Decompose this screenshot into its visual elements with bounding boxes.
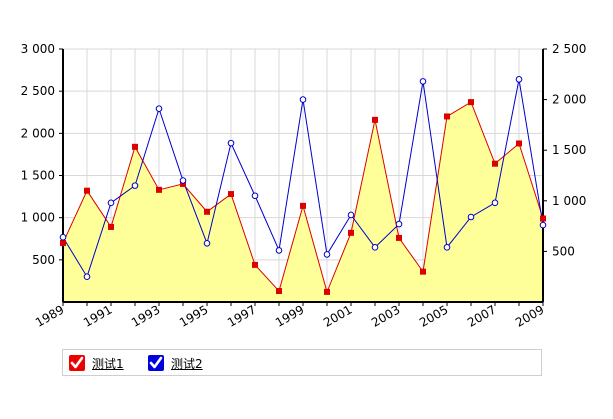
series-2-point [107,199,115,207]
series-2-point [251,192,259,200]
x-tick-label: 2001 [321,302,354,329]
legend-label-series-2[interactable]: 测试2 [171,356,203,371]
x-tick-label: 1999 [273,302,306,329]
x-tick-label: 2007 [465,302,498,329]
series-1-point [516,140,522,147]
axes [59,48,547,306]
x-tick-label: 1995 [177,302,210,329]
series-2-point [443,244,451,251]
series-1-point [324,288,330,295]
series-1-area-fill [63,102,543,302]
left-tick-label: 1 000 [21,211,55,225]
series-1-point [108,223,114,230]
right-tick-label: 500 [552,244,575,258]
x-tick-label: 1991 [81,302,114,329]
series-1-point [444,113,450,120]
series-1-point [252,261,258,268]
legend-label-series-1[interactable]: 测试1 [92,356,124,371]
legend-item-series-1[interactable]: 测试1 [69,354,124,372]
series-2-point [515,76,523,83]
series-2-markers[interactable] [59,76,547,281]
right-tick-label: 1 000 [552,194,586,208]
x-tick-label: 1989 [33,302,66,329]
right-tick-label: 2 000 [552,93,586,107]
series-1-markers[interactable] [60,99,546,295]
right-tick-label: 2 500 [552,42,586,56]
series-2-point [395,220,403,228]
checkbox-checked-icon[interactable] [148,355,164,371]
series-1-point [540,215,546,222]
series-2-point [539,221,547,229]
series-2-point [203,240,211,247]
x-tick-label: 2009 [513,302,546,329]
series-1-point [204,208,210,215]
series-1-point [372,116,378,123]
series-1-point [348,229,354,236]
series-2-point [131,182,139,189]
series-1-point [60,239,66,246]
series-2-point [59,233,67,241]
series-2-point [155,105,163,113]
series-1-point [84,187,90,194]
series-1-point [420,268,426,275]
series-2-point [491,199,499,207]
series-1-point [132,143,138,150]
series-2-point [467,213,475,221]
series-1-point [228,191,234,198]
x-tick-label: 1997 [225,302,258,329]
legend-item-series-2[interactable]: 测试2 [148,354,203,372]
x-tick-label: 1993 [129,302,162,329]
right-tick-label: 1 500 [552,143,586,157]
series-1-point [180,180,186,187]
series-2-point [227,139,235,147]
left-tick-label: 500 [32,253,55,267]
series-2-point [371,244,379,251]
legend: 测试1 测试2 [62,349,542,376]
series-2-point [83,273,91,281]
series-1-point [396,234,402,241]
series-2-point [299,96,307,103]
checkbox-checked-icon[interactable] [69,355,85,371]
series-1-point [276,288,282,295]
series-2-point [275,247,283,254]
series-1-point [468,99,474,106]
left-tick-label: 2 000 [21,126,55,140]
left-tick-label: 3 000 [21,42,55,56]
left-tick-label: 2 500 [21,84,55,98]
series-1-point [300,202,306,209]
series-1-area [63,102,543,302]
x-tick-label: 2005 [417,302,450,329]
series-2-point [179,177,187,184]
series-1-point [492,160,498,167]
series-2-point [323,251,331,258]
series-1-point [156,186,162,193]
x-tick-label: 2003 [369,302,402,329]
left-tick-label: 1 500 [21,169,55,183]
series-2-point [419,78,427,85]
series-2-point [347,211,355,219]
